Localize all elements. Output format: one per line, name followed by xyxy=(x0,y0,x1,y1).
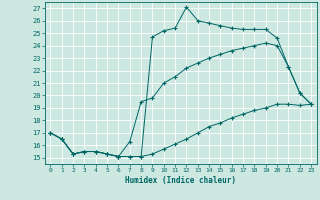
X-axis label: Humidex (Indice chaleur): Humidex (Indice chaleur) xyxy=(125,176,236,185)
